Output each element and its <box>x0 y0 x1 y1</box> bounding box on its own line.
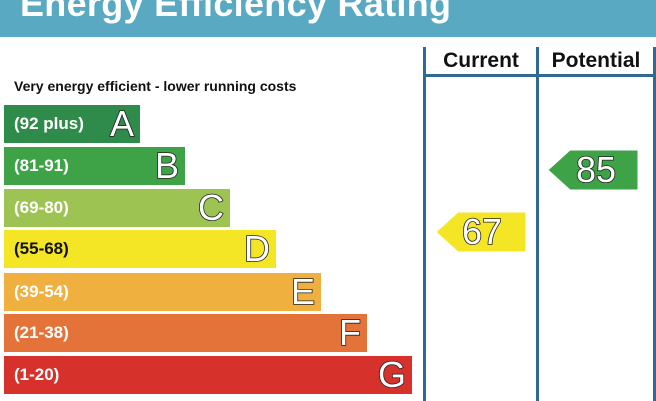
band-d: (55-68) D <box>4 227 276 270</box>
band-range-label: (92 plus) <box>14 114 84 133</box>
band-letter: F <box>338 311 362 354</box>
band-range-label: (55-68) <box>14 239 69 258</box>
band-range-label: (39-54) <box>14 282 69 301</box>
potential-rating-arrow: 85 <box>548 149 638 191</box>
chart-title: Energy Efficiency Rating <box>20 0 452 24</box>
band-letter: B <box>154 144 180 187</box>
band-g: (1-20) G <box>4 353 412 396</box>
top-label: Very energy efficient - lower running co… <box>14 78 297 94</box>
potential-arrow-shape <box>548 150 638 190</box>
title-bar: Energy Efficiency Rating <box>0 0 656 37</box>
potential-column-header: Potential <box>551 49 641 72</box>
band-letter: C <box>197 186 225 229</box>
band-letter: E <box>290 270 316 313</box>
band-range-label: (1-20) <box>14 365 60 384</box>
current-rating-value: 67 <box>461 211 503 253</box>
band-letter: G <box>377 353 407 396</box>
band-b: (81-91) B <box>4 144 185 187</box>
column-header-rule <box>423 74 656 77</box>
column-divider-middle <box>536 47 539 401</box>
column-divider-right <box>653 47 656 401</box>
band-a: (92 plus) A <box>4 102 140 145</box>
band-range-label: (21-38) <box>14 323 69 342</box>
band-letter: A <box>109 102 135 145</box>
current-rating-arrow: 67 <box>436 211 526 253</box>
current-column-header: Current <box>443 49 519 72</box>
band-range-label: (81-91) <box>14 156 69 175</box>
column-divider-left <box>423 47 426 401</box>
band-c: (69-80) C <box>4 186 230 229</box>
band-e: (39-54) E <box>4 270 321 313</box>
current-arrow-shape <box>436 212 526 252</box>
band-f: (21-38) F <box>4 311 367 354</box>
band-letter: D <box>243 227 271 270</box>
potential-rating-value: 85 <box>575 149 617 191</box>
band-range-label: (69-80) <box>14 198 69 217</box>
